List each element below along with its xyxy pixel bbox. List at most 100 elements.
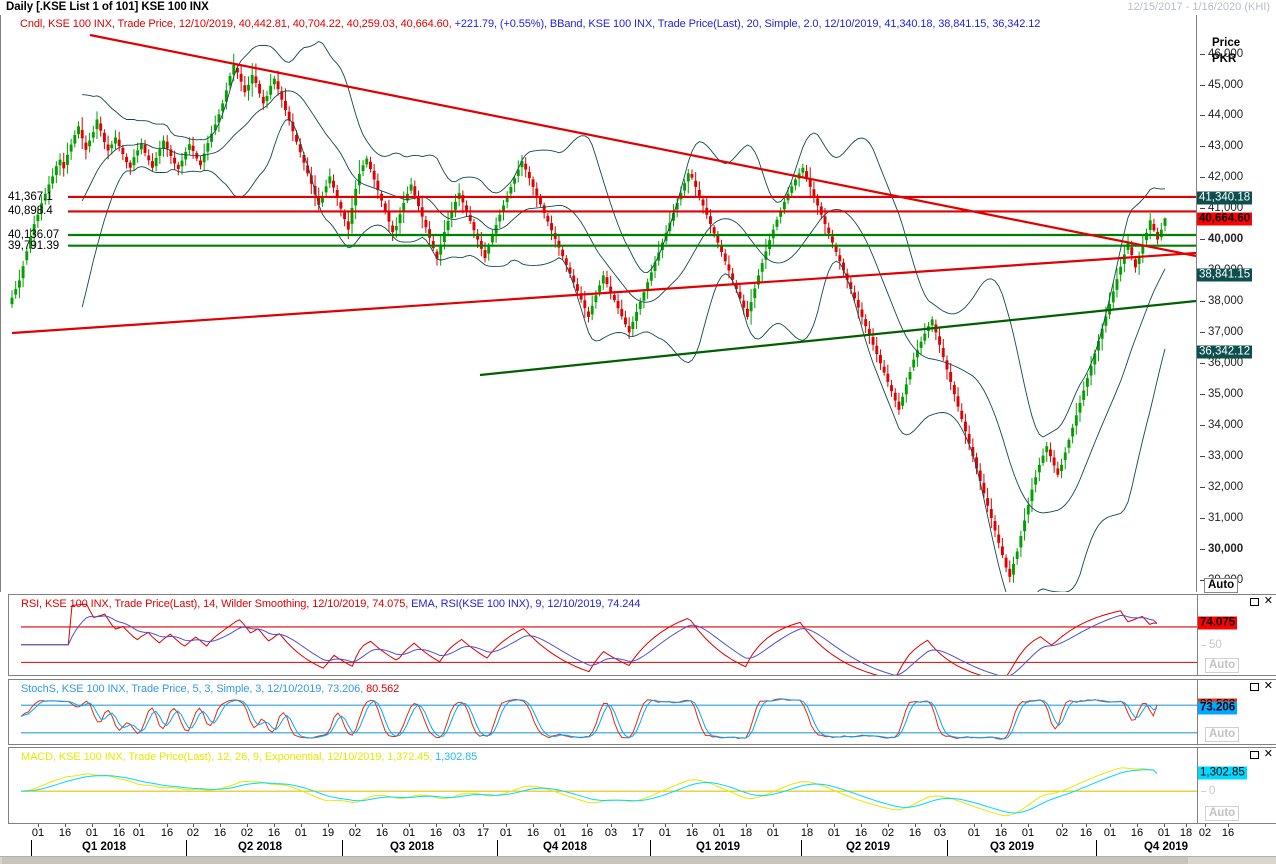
close-icon[interactable]: ✕ bbox=[1263, 680, 1273, 692]
price-tick-label: 33,000 bbox=[1208, 449, 1244, 462]
x-tick-mark bbox=[940, 824, 941, 827]
price-tick: 40,000 bbox=[1200, 233, 1244, 246]
price-tick-label: 46,000 bbox=[1208, 47, 1244, 60]
tick-dash bbox=[1200, 146, 1205, 148]
maximize-icon[interactable] bbox=[1249, 682, 1259, 691]
price-axis-title-1: Price bbox=[1212, 37, 1241, 49]
horizontal-scrollbar-track[interactable] bbox=[0, 856, 1276, 864]
x-tick-mark bbox=[746, 824, 747, 827]
x-tick-label: 16 bbox=[580, 827, 594, 839]
pane-left-border bbox=[0, 15, 1, 592]
stoch-window-buttons[interactable]: ✕ bbox=[1249, 680, 1273, 692]
x-tick-label: 01 bbox=[85, 827, 99, 839]
x-tick-mark bbox=[409, 824, 410, 827]
x-tick-label: 01 bbox=[827, 827, 841, 839]
x-tick-mark bbox=[1086, 824, 1087, 827]
macd-gridline-label: 0 bbox=[1201, 785, 1215, 797]
rsi-auto-button[interactable]: Auto bbox=[1205, 658, 1240, 673]
x-tick-mark bbox=[1186, 824, 1187, 827]
rsi-gridline-label: 50 bbox=[1201, 639, 1222, 651]
x-tick-mark bbox=[533, 824, 534, 827]
x-tick-mark bbox=[65, 824, 66, 827]
price-tick-label: 36,000 bbox=[1208, 357, 1244, 369]
x-tick-label: 16 bbox=[854, 827, 868, 839]
tick-dash bbox=[1200, 548, 1205, 550]
x-tick-mark bbox=[611, 824, 612, 827]
rsi-plot[interactable] bbox=[9, 595, 1197, 675]
stochastic-pane[interactable]: StochS, KSE 100 INX, Trade Price, 5, 3, … bbox=[8, 679, 1276, 745]
x-tick-mark bbox=[301, 824, 302, 827]
price-tick-label: 41,000 bbox=[1208, 202, 1244, 215]
stoch-auto-button[interactable]: Auto bbox=[1205, 727, 1240, 742]
x-tick-mark bbox=[719, 824, 720, 827]
x-tick-mark bbox=[1001, 824, 1002, 827]
x-quarter-label: Q2 2018 bbox=[237, 841, 283, 853]
tick-dash bbox=[1200, 208, 1205, 210]
rsi-axis[interactable]: ✕ 74.24474.075 50 Auto bbox=[1197, 595, 1276, 675]
x-quarter-separator bbox=[186, 840, 187, 856]
x-tick-mark bbox=[328, 824, 329, 827]
x-tick-label: 02 bbox=[348, 827, 362, 839]
x-tick-label: 01 bbox=[553, 827, 567, 839]
macd-auto-button[interactable]: Auto bbox=[1205, 806, 1240, 821]
x-quarter-separator bbox=[801, 840, 802, 856]
x-tick-mark bbox=[974, 824, 975, 827]
price-tick-label: 30,000 bbox=[1208, 542, 1244, 555]
price-chart-pane[interactable]: Cndl, KSE 100 INX, Trade Price, 12/10/20… bbox=[0, 15, 1276, 593]
rsi-value-badge: 74.075 bbox=[1198, 616, 1238, 630]
macd-window-buttons[interactable]: ✕ bbox=[1249, 748, 1273, 760]
macd-pane[interactable]: MACD, KSE 100 INX, Trade Price(Last), 12… bbox=[8, 747, 1276, 824]
x-tick-label: 01 bbox=[658, 827, 672, 839]
x-tick-mark bbox=[355, 824, 356, 827]
price-tick-label: 42,000 bbox=[1208, 171, 1244, 184]
price-tick: 41,000 bbox=[1200, 202, 1244, 215]
tick-dash bbox=[1200, 455, 1205, 457]
x-quarter-label: Q1 2018 bbox=[81, 841, 127, 853]
maximize-icon[interactable] bbox=[1249, 597, 1259, 606]
tick-dash bbox=[1200, 424, 1205, 426]
tick-dash bbox=[1200, 363, 1205, 364]
price-tick-label: 40,000 bbox=[1208, 233, 1244, 246]
x-tick-mark bbox=[38, 824, 39, 827]
price-auto-button[interactable]: Auto bbox=[1204, 578, 1239, 593]
x-tick-label: 17 bbox=[631, 827, 645, 839]
rsi-pane[interactable]: RSI, KSE 100 INX, Trade Price(Last), 14,… bbox=[8, 594, 1276, 676]
macd-axis[interactable]: ✕ 1,372.451,302.85 0 Auto bbox=[1197, 748, 1276, 823]
price-tick-label: 35,000 bbox=[1208, 387, 1244, 400]
stoch-axis-separator bbox=[1197, 680, 1198, 744]
x-tick-mark bbox=[119, 824, 120, 827]
x-tick-label: 01 bbox=[766, 827, 780, 839]
price-plot[interactable] bbox=[0, 15, 1196, 592]
x-tick-label: 03 bbox=[933, 827, 947, 839]
x-tick-label: 16 bbox=[685, 827, 699, 839]
maximize-icon[interactable] bbox=[1249, 750, 1259, 759]
price-axis[interactable]: Price PKR 46,000 45,000 44,000 43,000 42,000… bbox=[1196, 15, 1276, 593]
x-tick-label: 16 bbox=[908, 827, 922, 839]
x-tick-mark bbox=[274, 824, 275, 827]
price-tick-label: 43,000 bbox=[1208, 140, 1244, 153]
price-tick: 45,000 bbox=[1200, 79, 1243, 91]
x-tick-label: 16 bbox=[526, 827, 540, 839]
price-tick: 32,000 bbox=[1200, 481, 1243, 493]
price-line-label: 40,136.07 bbox=[8, 229, 60, 242]
close-icon[interactable]: ✕ bbox=[1263, 595, 1273, 607]
x-tick-mark bbox=[220, 824, 221, 827]
x-axis[interactable]: 01 16 01 16 01 16 02 16 02 16 01 19 02 16 01 16 03 17 01 16… bbox=[0, 824, 1276, 856]
x-tick-label: 16 bbox=[429, 827, 443, 839]
x-tick-mark bbox=[382, 824, 383, 827]
x-tick-mark bbox=[167, 824, 168, 827]
macd-plot[interactable] bbox=[9, 748, 1197, 823]
x-tick-label: 16 bbox=[375, 827, 389, 839]
stochastic-axis[interactable]: ✕ 80.56273.206 Auto bbox=[1197, 680, 1276, 744]
x-tick-label: 03 bbox=[452, 827, 466, 839]
horizontal-scrollbar-thumb[interactable] bbox=[2, 857, 1188, 864]
price-tick: 30,000 bbox=[1200, 542, 1244, 555]
rsi-window-buttons[interactable]: ✕ bbox=[1249, 595, 1273, 607]
tick-dash bbox=[1200, 517, 1205, 519]
stochastic-plot[interactable] bbox=[9, 680, 1197, 744]
price-tick: 42,000 bbox=[1200, 171, 1244, 184]
tick-dash bbox=[1200, 393, 1205, 395]
close-icon[interactable]: ✕ bbox=[1263, 748, 1273, 760]
date-range-label: 12/15/2017 - 1/16/2020 (KHI) bbox=[1127, 1, 1270, 13]
price-value-badge: 38,841.15 bbox=[1197, 268, 1253, 282]
